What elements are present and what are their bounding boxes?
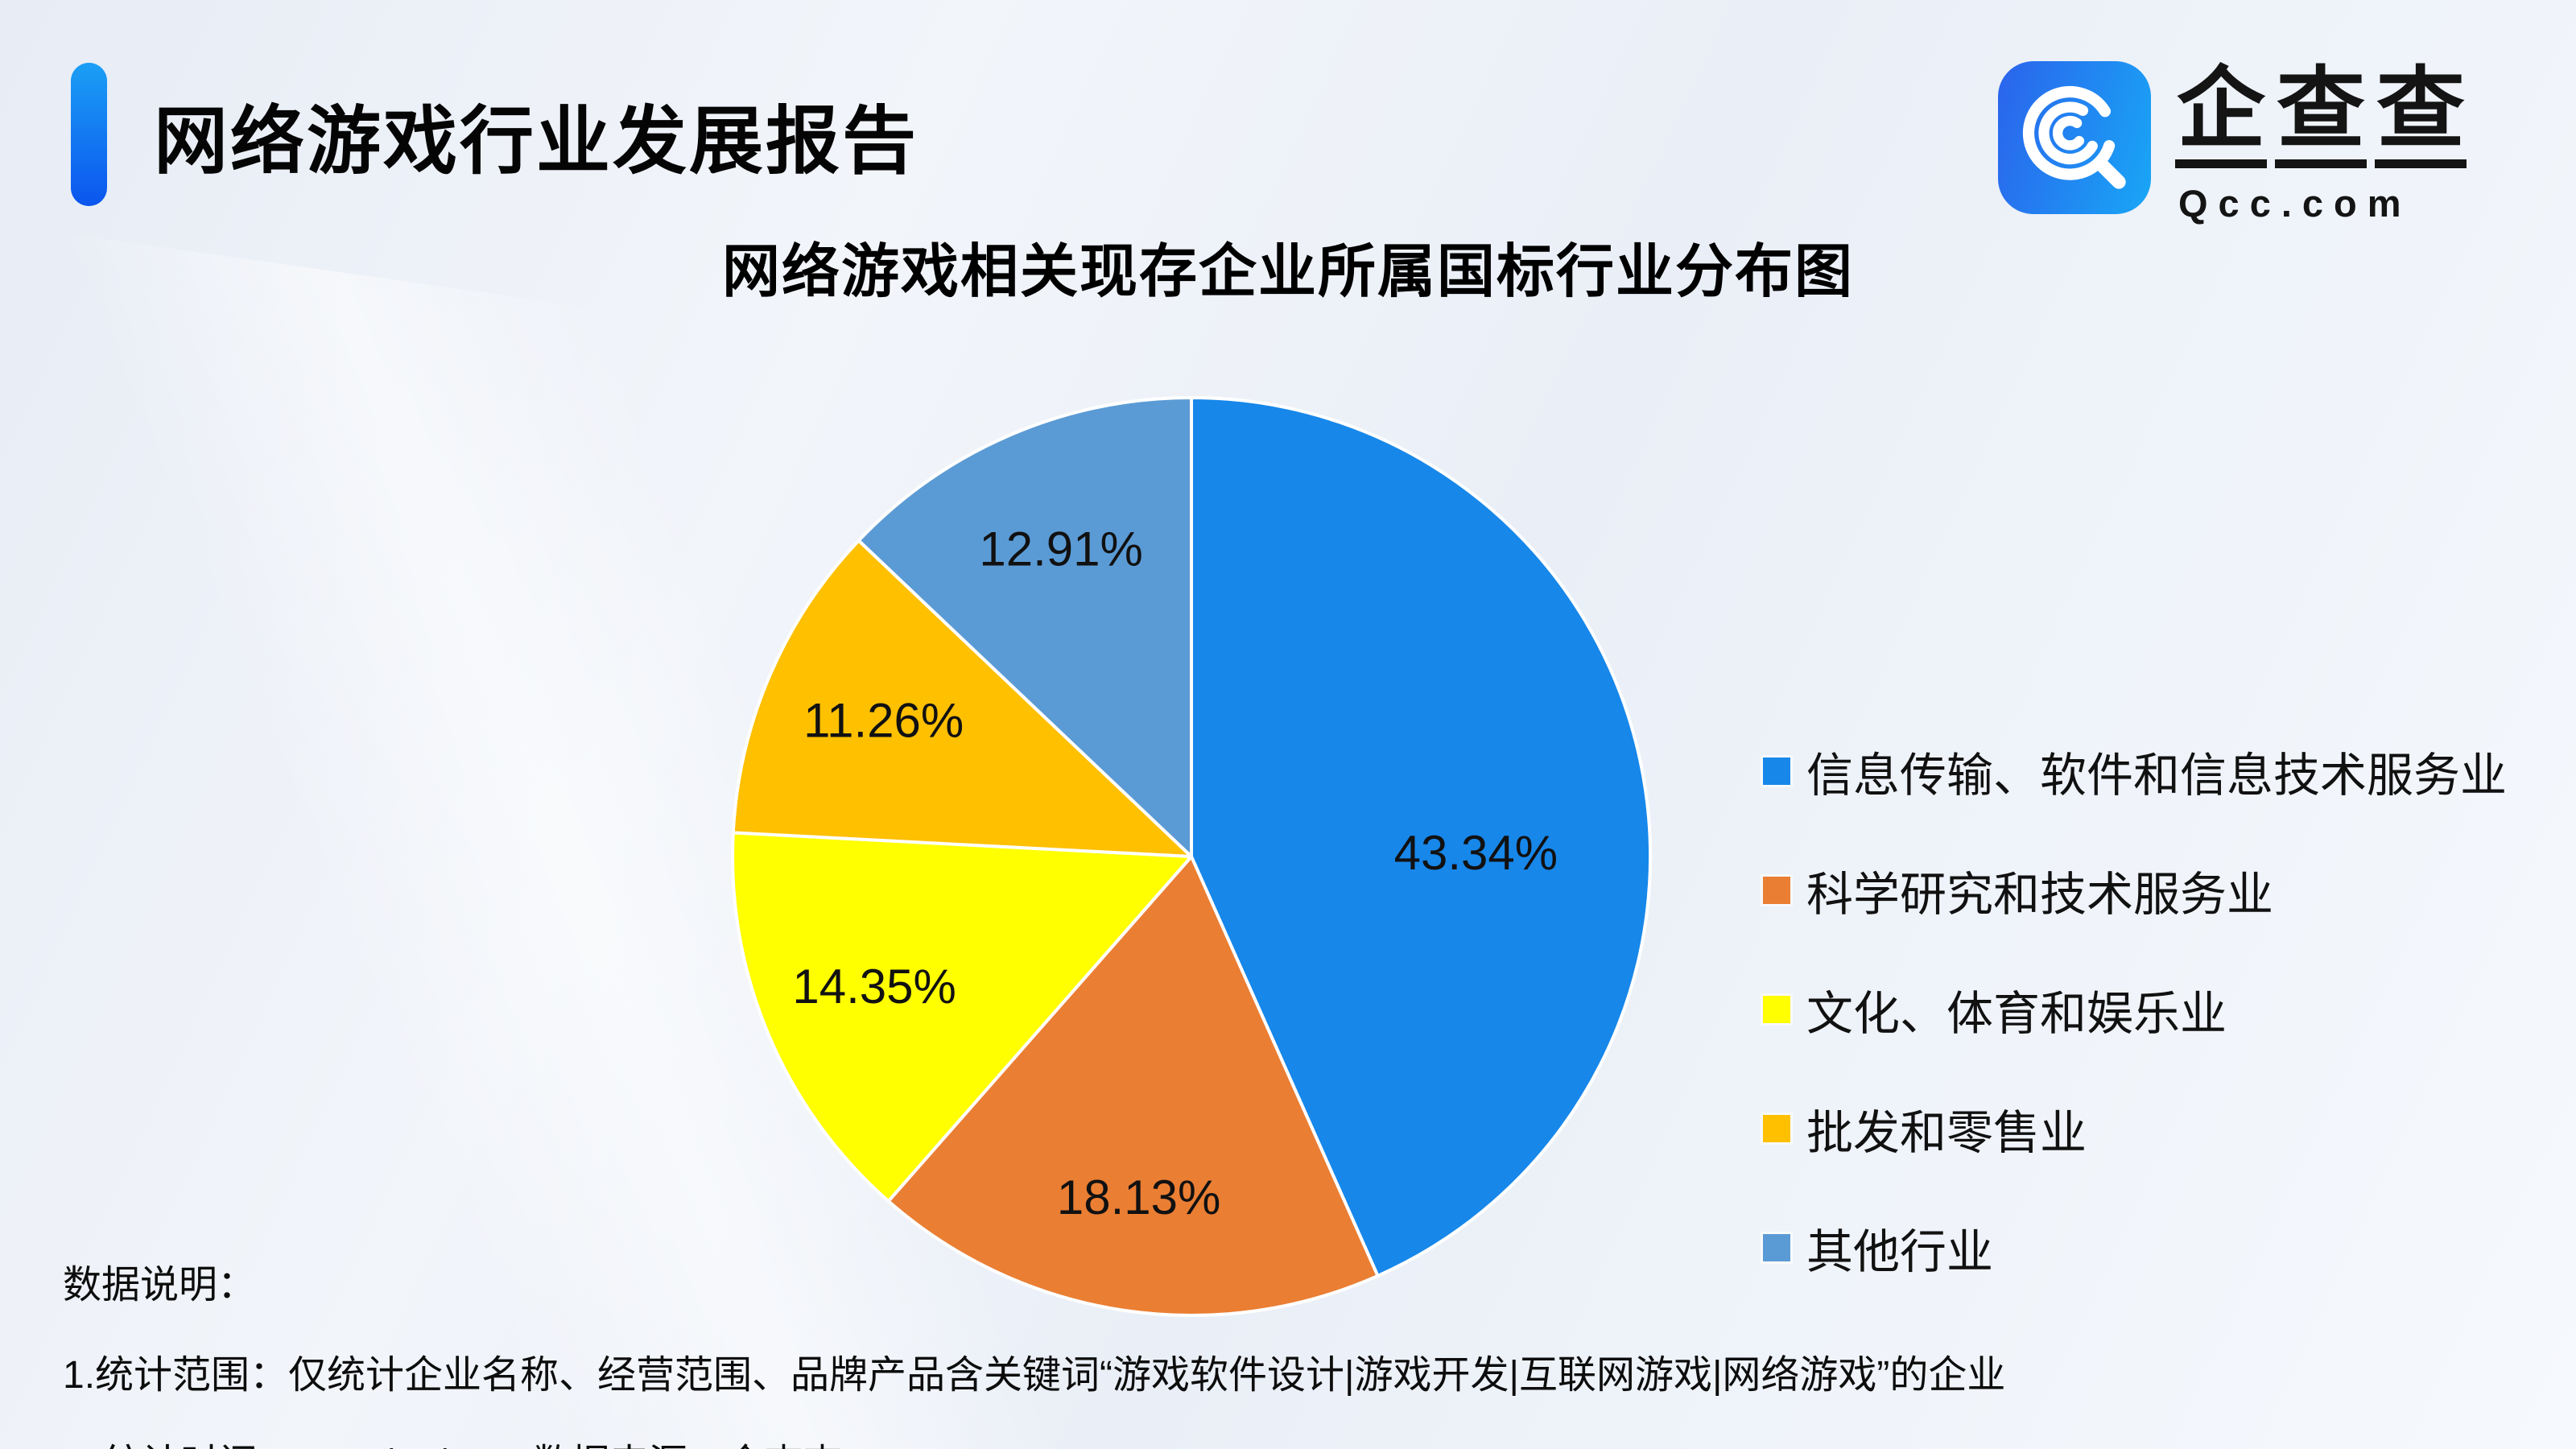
pie-slice [731,539,1193,858]
pie-slice [886,855,1380,1318]
legend-item: 批发和零售业 [1763,1095,2507,1162]
legend-label: 其他行业 [1806,1226,1994,1278]
legend-item: 文化、体育和娱乐业 [1763,976,2507,1043]
pie-slice-label: 12.91% [979,522,1143,576]
pie-slice-label: 43.34% [1394,826,1558,880]
data-notes: 数据说明： 1.统计范围：仅统计企业名称、经营范围、品牌产品含关键词“游戏软件设… [63,1253,2005,1449]
legend-label: 信息传输、软件和信息技术服务业 [1806,749,2508,802]
accent-bar [71,63,107,206]
pie-slice-label: 11.26% [803,694,964,748]
qcc-logo-text: 企查查 Qcc.com [2175,64,2475,225]
notes-line-2: 2.统计时间：2025/12/22 3.数据来源：企查查 [63,1431,2005,1449]
legend-swatch [1763,1115,1790,1142]
legend-swatch [1763,877,1790,904]
qcc-logo-char: 查 [2275,64,2367,169]
qcc-logo-char: 查 [2375,64,2467,169]
qcc-logo-char: 企 [2175,64,2267,169]
report-header: 网络游戏行业发展报告 [71,63,919,206]
legend-item: 其他行业 [1763,1214,2507,1282]
legend-swatch [1763,758,1790,785]
pie-chart: 43.34% 18.13% 14.35% 11.26% 12.91% [708,374,1674,1340]
legend-swatch [1763,996,1790,1023]
legend-item: 信息传输、软件和信息技术服务业 [1763,737,2507,805]
notes-heading: 数据说明： [63,1264,257,1307]
qcc-magnifier-icon [1998,61,2151,214]
legend-label: 科学研究和技术服务业 [1806,869,2274,921]
pie-slice [731,831,1193,1203]
pie-chart-svg: 43.34% 18.13% 14.35% 11.26% 12.91% [731,396,1652,1318]
qcc-logo: 企查查 Qcc.com [1998,61,2475,225]
notes-line-1: 1.统计范围：仅统计企业名称、经营范围、品牌产品含关键词“游戏软件设计|游戏开发… [63,1354,2006,1397]
chart-title: 网络游戏相关现存企业所属国标行业分布图 [721,240,1854,304]
legend-item: 科学研究和技术服务业 [1763,857,2507,924]
pie-slice-label: 18.13% [1057,1170,1221,1224]
page-title: 网络游戏行业发展报告 [154,100,919,183]
pie-slice [1190,396,1652,1278]
legend-swatch [1763,1234,1790,1261]
pie-slice-label: 14.35% [792,960,956,1013]
legend-label: 批发和零售业 [1806,1107,2087,1159]
qcc-logo-domain: Qcc.com [2178,182,2412,225]
qcc-logo-name: 企查查 [2175,64,2475,169]
legend: 信息传输、软件和信息技术服务业 科学研究和技术服务业 文化、体育和娱乐业 批发和零售业… [1763,737,2507,1282]
legend-label: 文化、体育和娱乐业 [1806,988,2227,1040]
pie-slice [857,396,1193,858]
